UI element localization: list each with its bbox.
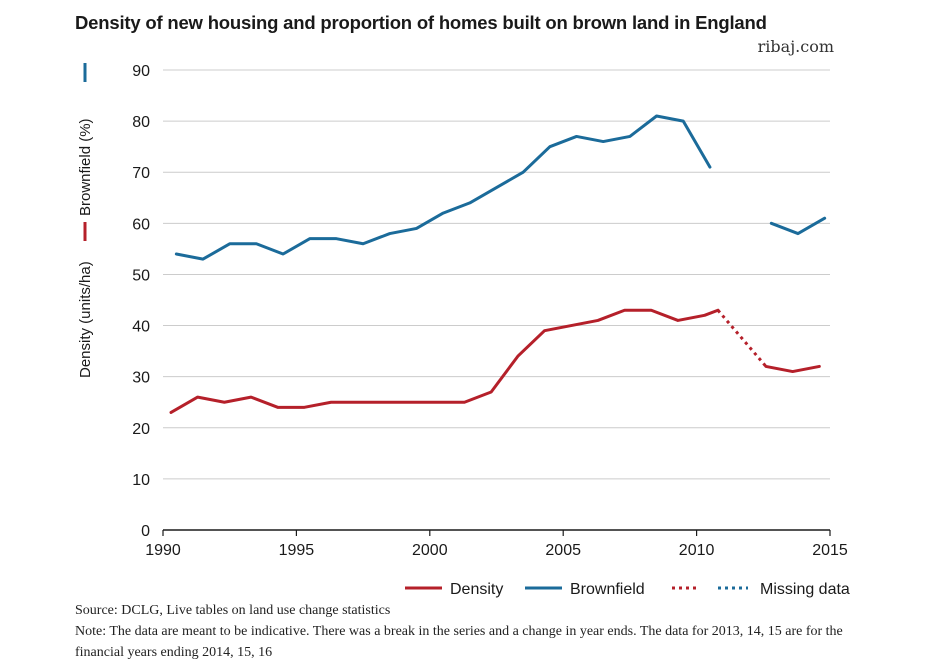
y-tick-label: 10	[132, 472, 150, 489]
y-tick-label: 70	[132, 165, 150, 182]
y-tick-label: 0	[141, 523, 150, 540]
brand-label: ribaj.com	[757, 37, 834, 56]
brownfield-axis-label: Brownfield (%)	[77, 118, 94, 216]
y-tick-label: 50	[132, 267, 150, 284]
chart-title: Density of new housing and proportion of…	[75, 12, 767, 33]
legend-missing-label: Missing data	[760, 581, 850, 598]
x-tick-label: 1995	[279, 542, 315, 559]
y-tick-label: 30	[132, 370, 150, 387]
x-tick-label: 2005	[545, 542, 581, 559]
legend: Density Brownfield Missing data	[405, 581, 850, 598]
x-axis-ticks: 1990 1995 2000 2005 2010 2015	[145, 530, 848, 559]
x-tick-label: 2000	[412, 542, 448, 559]
legend-brownfield-label: Brownfield	[570, 581, 645, 598]
y-tick-label: 20	[132, 421, 150, 438]
y-tick-label: 60	[132, 216, 150, 233]
y-axis-labels: Brownfield (%) Density (units/ha)	[77, 63, 94, 378]
density-line-recent	[764, 364, 821, 374]
chart-footer: Source: DCLG, Live tables on land use ch…	[75, 600, 865, 663]
legend-density-label: Density	[450, 581, 503, 598]
line-chart: 0 10 20 30 40 50 60 70 80 90 1990 1995 2000 2005 2010…	[77, 63, 850, 598]
gridlines	[163, 69, 830, 531]
density-line	[169, 308, 720, 414]
x-tick-label: 2015	[812, 542, 848, 559]
y-tick-label: 40	[132, 319, 150, 336]
brownfield-line	[174, 114, 712, 261]
y-tick-label: 80	[132, 114, 150, 131]
density-axis-label: Density (units/ha)	[77, 261, 94, 378]
data-note: Note: The data are meant to be indicativ…	[75, 624, 843, 660]
density-missing-line	[716, 309, 768, 368]
source-note: Source: DCLG, Live tables on land use ch…	[75, 603, 391, 618]
series-lines	[169, 114, 827, 414]
x-tick-label: 2010	[679, 542, 715, 559]
brownfield-line-recent	[769, 216, 827, 236]
y-tick-label: 90	[132, 63, 150, 80]
x-tick-label: 1990	[145, 542, 181, 559]
y-axis-ticks: 0 10 20 30 40 50 60 70 80 90	[132, 63, 150, 540]
